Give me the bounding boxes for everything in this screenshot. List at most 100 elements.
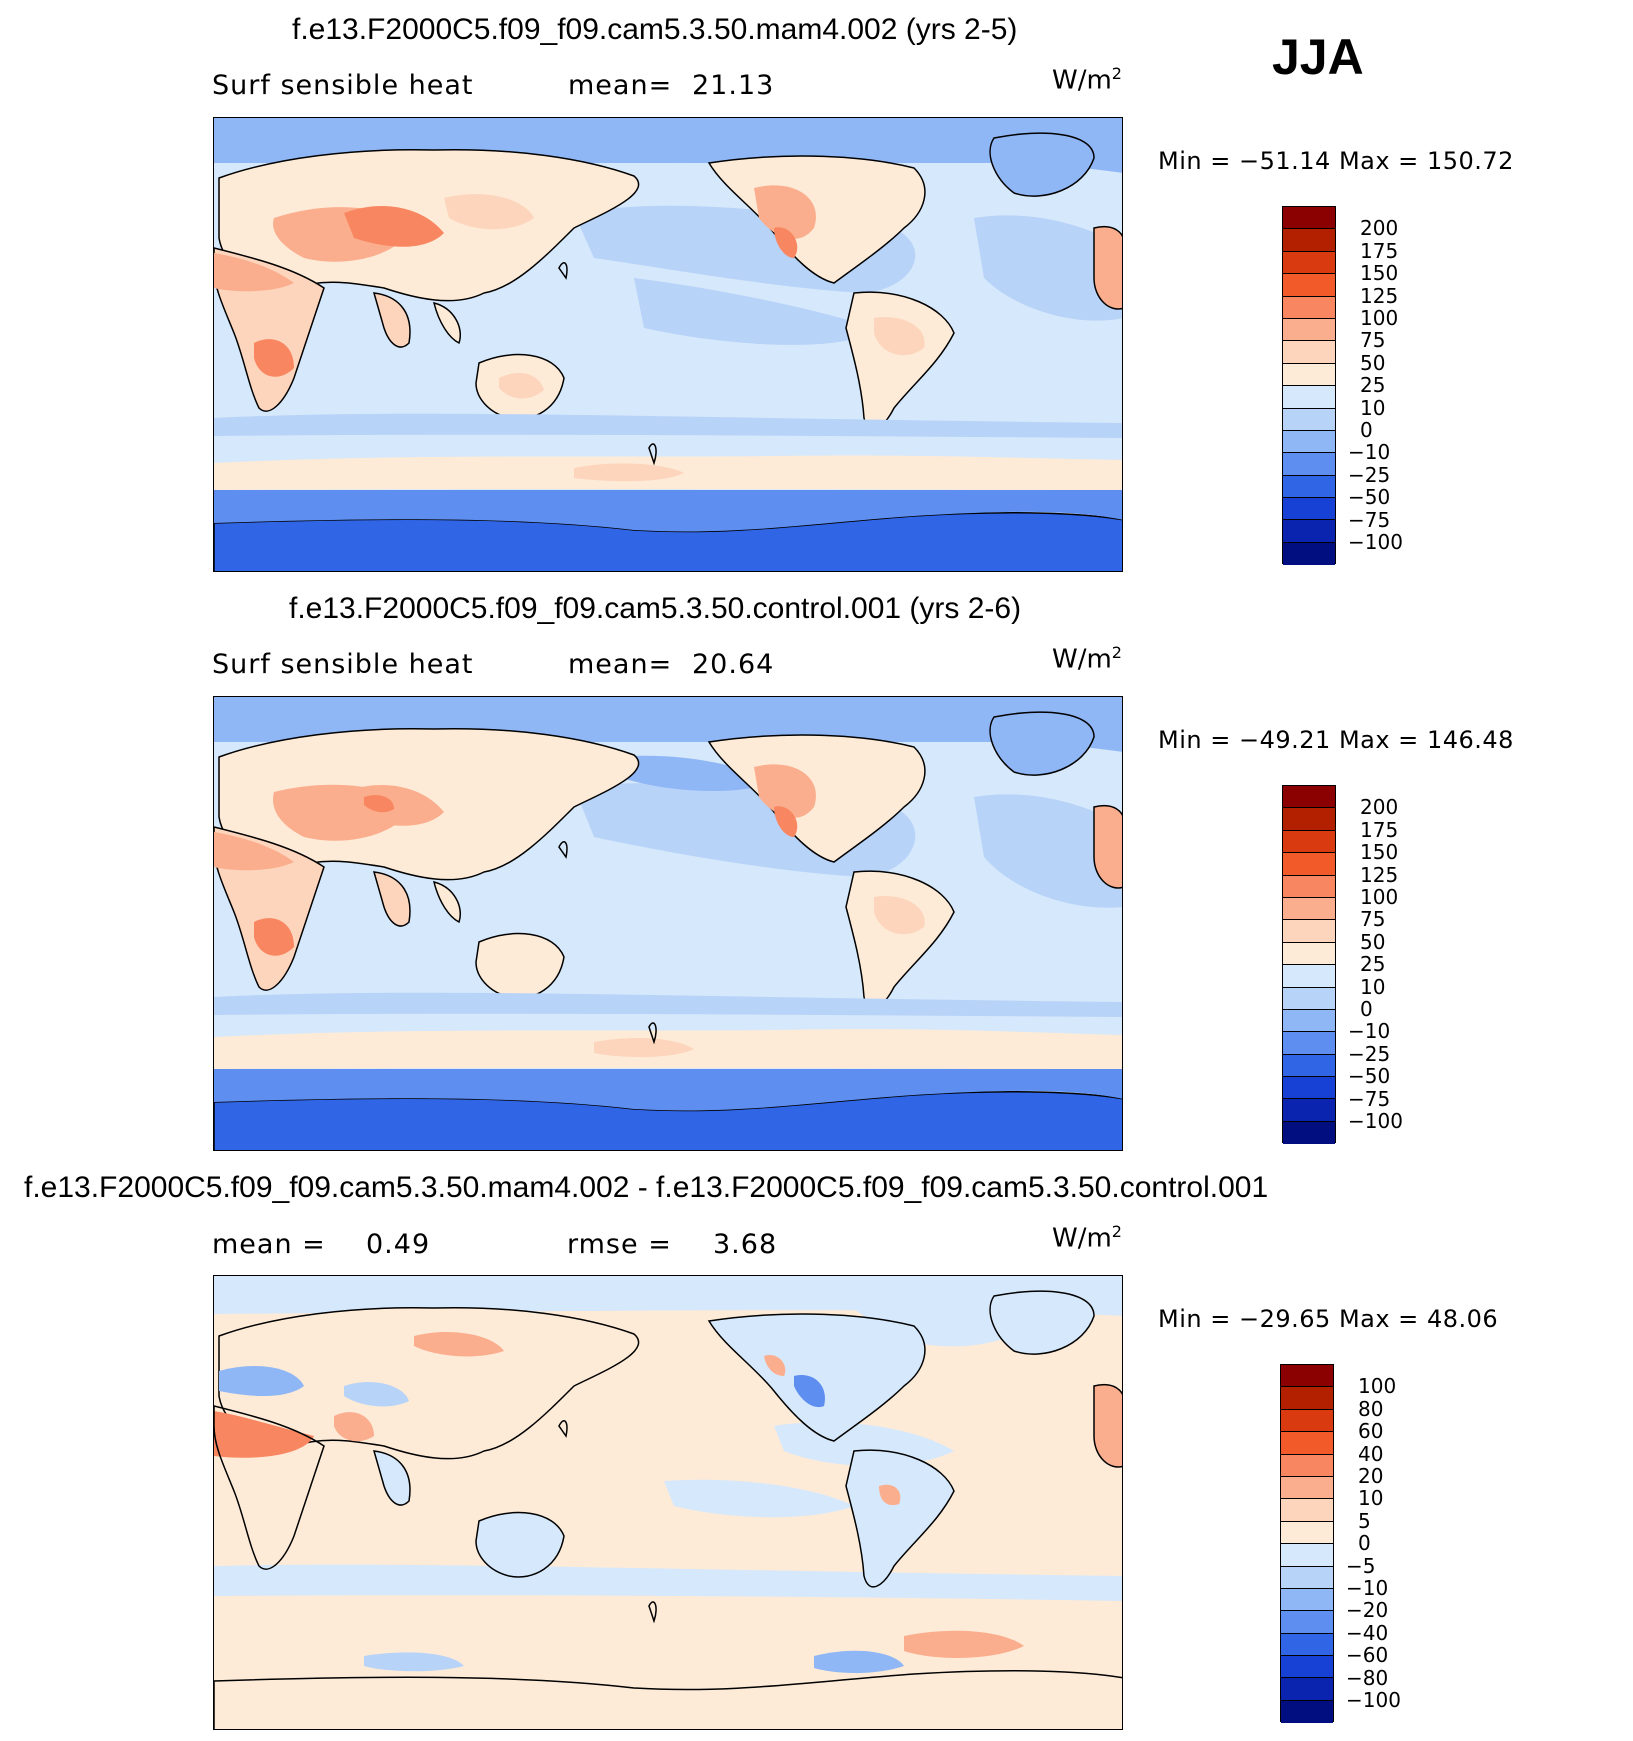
colorbar-tick-label: −75 — [1348, 507, 1391, 532]
colorbar-swatch — [1281, 1588, 1333, 1612]
colorbar-swatch — [1283, 408, 1335, 431]
colorbar-tick-label: −10 — [1348, 1019, 1391, 1044]
panel-2-colorbar: 200 175 150 125 100 75 50 25 10 0 −10 −25 −50 −75 −100 — [1282, 785, 1403, 1145]
colorbar-swatch — [1283, 341, 1335, 364]
colorbar-box — [1282, 206, 1336, 566]
colorbar-tick-label: 200 — [1360, 795, 1399, 820]
colorbar-tick-label: −80 — [1346, 1665, 1389, 1690]
panel-1-title: f.e13.F2000C5.f09_f09.cam5.3.50.mam4.002… — [292, 13, 1018, 46]
colorbar-tick-label: −40 — [1346, 1620, 1389, 1645]
colorbar-tick-label: −50 — [1348, 1064, 1391, 1089]
colorbar-tick-label: 10 — [1358, 1486, 1384, 1511]
colorbar-tick-label: 50 — [1360, 929, 1386, 954]
colorbar-tick-label: 0 — [1360, 418, 1373, 442]
panel-3-rmse-value: 3.68 — [713, 1229, 778, 1260]
panel-1-mean-label: mean= — [568, 70, 673, 101]
colorbar-swatch — [1283, 830, 1335, 854]
colorbar-swatch — [1283, 965, 1335, 988]
panel-1-min-value: −51.14 — [1238, 147, 1331, 175]
colorbar-swatch — [1281, 1499, 1333, 1522]
colorbar-tick-label: −100 — [1348, 530, 1403, 554]
colorbar-tick-label: 75 — [1360, 907, 1386, 932]
colorbar-swatch — [1283, 1077, 1335, 1100]
colorbar-swatch — [1281, 1633, 1333, 1657]
colorbar-swatch — [1283, 808, 1335, 831]
colorbar-swatch — [1283, 853, 1335, 876]
colorbar-swatch — [1283, 987, 1335, 1010]
season-label: JJA — [1272, 29, 1364, 85]
colorbar-swatch — [1283, 942, 1335, 966]
colorbar-tick-label: −25 — [1348, 1041, 1391, 1066]
colorbar-swatch — [1283, 363, 1335, 387]
colorbar-swatch — [1283, 475, 1335, 499]
colorbar-swatch — [1283, 318, 1335, 342]
panel-1-max-label: Max = — [1338, 147, 1419, 175]
panel-3-colorbar: 100 80 60 40 20 10 5 0 −5 −10 −20 −40 −60 −80 −100 — [1280, 1364, 1401, 1724]
colorbar-tick-label: 100 — [1360, 306, 1399, 330]
colorbar-swatch — [1283, 207, 1335, 230]
panel-3-rmse-label: rmse = — [567, 1229, 672, 1260]
panel-1-map-svg — [214, 118, 1122, 571]
colorbar-tick-label: 10 — [1360, 974, 1386, 999]
panel-1-map — [213, 117, 1123, 572]
panel-3-title: f.e13.F2000C5.f09_f09.cam5.3.50.mam4.002… — [24, 1171, 1269, 1204]
colorbar-tick-label: 175 — [1360, 817, 1399, 842]
colorbar-tick-label: −20 — [1346, 1598, 1389, 1623]
colorbar-swatch — [1283, 1099, 1335, 1122]
colorbar-swatch — [1281, 1656, 1333, 1679]
panel-2-variable-label: Surf sensible heat — [212, 649, 474, 680]
colorbar-swatch — [1283, 520, 1335, 543]
colorbar-swatch — [1283, 430, 1335, 454]
colorbar-swatch — [1283, 542, 1335, 566]
panel-3-minmax: Min = −29.65 Max = 48.06 — [1158, 1305, 1498, 1333]
colorbar-swatch — [1281, 1432, 1333, 1455]
colorbar-tick-label: 175 — [1360, 238, 1399, 263]
colorbar-tick-label: 125 — [1360, 283, 1399, 308]
panel-1-variable-label: Surf sensible heat — [212, 70, 474, 101]
colorbar-swatch — [1281, 1544, 1333, 1567]
panel-2-min-value: −49.21 — [1238, 726, 1331, 754]
colorbar-tick-label: 40 — [1358, 1441, 1384, 1466]
panel-2-mean-label: mean= — [568, 649, 673, 680]
colorbar-tick-label: 0 — [1360, 997, 1373, 1021]
colorbar-tick-label: −100 — [1348, 1109, 1403, 1133]
colorbar-tick-label: −75 — [1348, 1086, 1391, 1111]
colorbar-tick-label: −10 — [1348, 440, 1391, 465]
colorbar-tick-label: 10 — [1360, 395, 1386, 420]
colorbar-tick-label: 125 — [1360, 862, 1399, 887]
colorbar-tick-label: 75 — [1360, 328, 1386, 353]
colorbar-swatch — [1281, 1611, 1333, 1634]
colorbar-tick-label: 150 — [1360, 840, 1399, 865]
colorbar-tick-label: 150 — [1360, 261, 1399, 286]
colorbar-box — [1280, 1364, 1334, 1724]
panel-3-map-svg — [214, 1276, 1122, 1729]
panel-2-map — [213, 696, 1123, 1151]
panel-3-map — [213, 1275, 1123, 1730]
colorbar-swatch — [1283, 920, 1335, 943]
panel-2-max-label: Max = — [1338, 726, 1419, 754]
colorbar-tick-label: 100 — [1358, 1374, 1397, 1399]
colorbar-swatch — [1281, 1387, 1333, 1410]
colorbar-swatch — [1283, 1121, 1335, 1145]
panel-2-min-label: Min = — [1158, 726, 1231, 754]
colorbar-swatch — [1281, 1365, 1333, 1388]
colorbar-tick-label: 20 — [1358, 1464, 1384, 1488]
colorbar-tick-label: −100 — [1346, 1688, 1401, 1712]
colorbar-tick-label: −5 — [1346, 1553, 1376, 1578]
colorbar-swatch — [1283, 498, 1335, 521]
panel-1-colorbar: 200 175 150 125 100 75 50 25 10 0 −10 −25 −50 −75 −100 — [1282, 206, 1403, 566]
colorbar-swatch — [1281, 1700, 1333, 1724]
panel-2-units: W/m2 — [1052, 643, 1122, 675]
panel-2-mean-value: 20.64 — [692, 649, 775, 680]
colorbar-swatch — [1283, 251, 1335, 275]
colorbar-swatch — [1283, 1009, 1335, 1033]
colorbar-tick-label: 80 — [1358, 1396, 1384, 1421]
colorbar-tick-label: −10 — [1346, 1576, 1389, 1600]
colorbar-tick-label: 100 — [1360, 885, 1399, 909]
panel-1-minmax: Min = −51.14 Max = 150.72 — [1158, 147, 1514, 175]
colorbar-tick-label: 50 — [1360, 350, 1386, 375]
colorbar-swatch — [1283, 786, 1335, 809]
panel-3-units: W/m2 — [1052, 1222, 1122, 1254]
panel-3-mean-label: mean = — [212, 1229, 326, 1260]
colorbar-swatch — [1281, 1409, 1333, 1433]
